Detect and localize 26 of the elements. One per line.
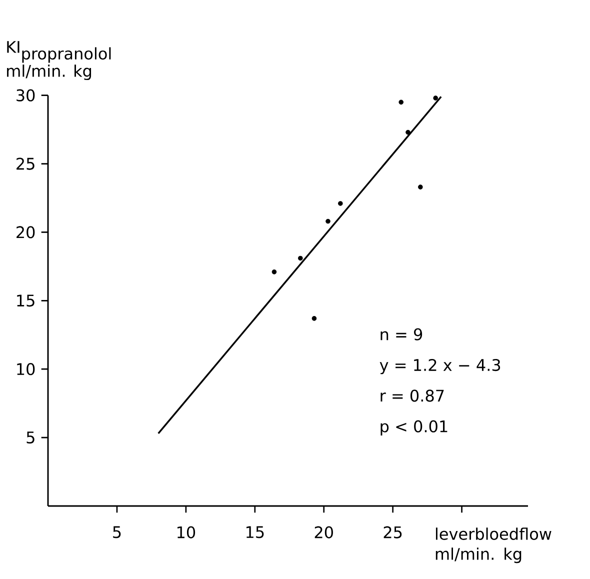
y-tick-label: 30 xyxy=(16,89,35,102)
x-tick-label: 25 xyxy=(384,526,402,538)
annotation: r = 0.87 xyxy=(380,390,444,402)
annotation: p < 0.01 xyxy=(380,420,448,436)
x-tick-label: 5 xyxy=(113,526,121,538)
point xyxy=(338,201,343,206)
y-tick-label: 10 xyxy=(17,363,35,376)
point xyxy=(326,218,330,224)
y-tick-label: 15 xyxy=(17,294,34,307)
annotation: y = 1.2 x − 4.3 xyxy=(380,358,500,374)
point xyxy=(398,100,404,105)
point xyxy=(298,256,303,261)
y-tick-label: 5 xyxy=(26,432,34,444)
y-tick-label: 25 xyxy=(16,158,34,170)
point xyxy=(312,316,317,321)
annotation: n = 9 xyxy=(380,328,422,340)
y-axis-title: $\begin{array}{@{}l@{}}\mbox{KI}_{\mbox{propranolol}}\\ \mbox{ml/min. kg}\end{array}$ xyxy=(7,41,111,80)
y-tick-label: 20 xyxy=(16,226,35,238)
point xyxy=(272,270,277,274)
point xyxy=(433,96,438,100)
x-tick-label: 15 xyxy=(246,526,264,538)
x-tick-label: 10 xyxy=(178,526,196,538)
point xyxy=(406,130,410,135)
x-axis-title: leverbloedflow ml/min. kg xyxy=(436,528,552,564)
point xyxy=(418,184,423,190)
x-tick-label: 20 xyxy=(314,526,333,538)
